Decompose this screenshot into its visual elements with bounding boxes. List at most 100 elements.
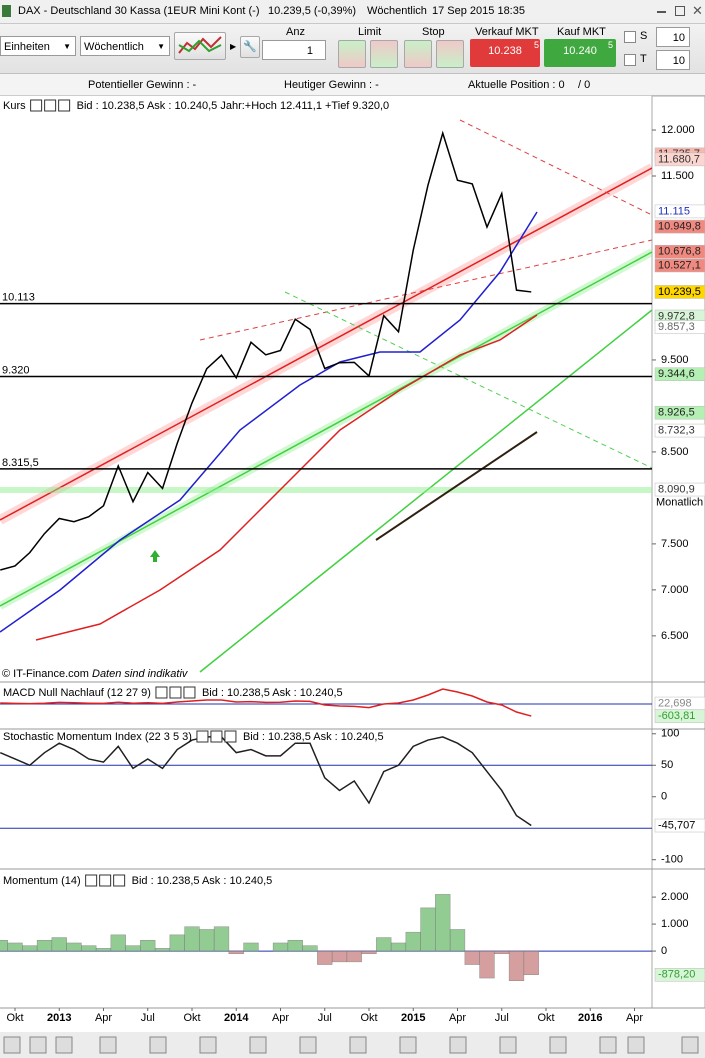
tool-button[interactable] — [549, 1036, 567, 1054]
panel-icon[interactable] — [30, 99, 43, 112]
tool-button[interactable] — [149, 1036, 167, 1054]
momentum-bar — [331, 950, 348, 963]
x-tick-label: Apr — [626, 1012, 643, 1024]
y-tick-label: 6.500 — [661, 630, 689, 642]
x-tick-label: Okt — [537, 1012, 554, 1024]
y-tick-label: 50 — [661, 759, 673, 771]
signal-arrow — [150, 550, 160, 562]
tool-button[interactable] — [399, 1036, 417, 1054]
value-marker-label: 10.949,8 — [658, 221, 701, 233]
marker-note: Monatlich — [656, 496, 703, 508]
level-label: 8.315,5 — [2, 457, 39, 469]
expand-arrow[interactable]: ▶ — [230, 42, 237, 51]
panel-icon[interactable] — [224, 730, 237, 743]
y-tick-label: 12.000 — [661, 124, 695, 136]
panel-icon[interactable] — [99, 874, 112, 887]
limit-buy-button[interactable] — [338, 40, 366, 68]
value-marker — [654, 405, 705, 420]
x-tick-label: Okt — [360, 1012, 377, 1024]
settings-button[interactable]: 🔧 — [240, 36, 260, 58]
momentum-bar — [405, 931, 421, 952]
panel-icon[interactable] — [44, 99, 57, 112]
period-select[interactable]: Wöchentlich ▼ — [80, 36, 170, 56]
sell-label: Verkauf MKT — [475, 26, 539, 38]
x-tick-label: Jul — [318, 1012, 332, 1024]
s-value: 10 — [672, 32, 685, 44]
value-marker-label: 11.680,7 — [658, 153, 700, 165]
units-select[interactable]: Einheiten ▼ — [0, 36, 76, 56]
close-button[interactable]: ✕ — [692, 3, 703, 18]
sell-button[interactable]: 10.238 — [470, 39, 540, 67]
tool-button[interactable] — [199, 1036, 217, 1054]
s-checkbox[interactable] — [624, 31, 636, 43]
stop-buy-button[interactable] — [404, 40, 432, 68]
maximize-button[interactable] — [675, 6, 685, 16]
position-end: / 0 — [578, 79, 591, 91]
tool-button[interactable] — [681, 1036, 699, 1054]
buy-button[interactable]: 10.240 — [544, 39, 616, 67]
app-icon — [2, 5, 11, 17]
stop-sell-button[interactable] — [436, 40, 464, 68]
value-marker-label: 10.676,8 — [658, 246, 701, 258]
source-note: © IT-Finance.com — [2, 668, 89, 680]
y-tick-label: 7.500 — [661, 538, 689, 550]
momentum-bar — [95, 948, 112, 952]
y-tick-label: 8.500 — [661, 446, 689, 458]
s-input[interactable]: 10 — [656, 27, 690, 47]
tool-button[interactable] — [99, 1036, 117, 1054]
tool-button[interactable] — [249, 1036, 267, 1054]
trend-line — [375, 431, 538, 541]
panel-icon[interactable] — [113, 874, 126, 887]
panel-icon[interactable] — [58, 99, 71, 112]
tool-button[interactable] — [349, 1036, 367, 1054]
value-marker-label: 10.527,1 — [658, 259, 701, 271]
panel-icon[interactable] — [85, 874, 98, 887]
panel-icon[interactable] — [183, 686, 196, 699]
value-marker — [654, 204, 705, 219]
limit-sell-button[interactable] — [370, 40, 398, 68]
panel-plot — [0, 688, 652, 717]
x-tick-label: 2014 — [224, 1012, 249, 1024]
tool-button[interactable] — [627, 1036, 645, 1054]
value-marker — [654, 152, 705, 167]
tool-button[interactable] — [3, 1036, 21, 1054]
qty-input[interactable]: 1 — [262, 40, 326, 60]
panel-icon[interactable] — [169, 686, 182, 699]
value-marker-label: -878,20 — [658, 969, 695, 981]
trend-line — [0, 167, 652, 521]
value-marker — [654, 709, 705, 723]
panel-icon[interactable] — [196, 730, 209, 743]
minimize-button[interactable] — [657, 11, 666, 13]
potential-gain: Potentieller Gewinn : - — [88, 79, 197, 91]
last-price: 10.239,5 (-0,39%) — [268, 5, 357, 17]
tool-button[interactable] — [499, 1036, 517, 1054]
price-line — [0, 130, 532, 571]
momentum-bar — [0, 940, 8, 952]
chart-type-button[interactable] — [174, 32, 226, 60]
momentum-bar — [464, 950, 480, 965]
value-marker-label: -603,81 — [658, 710, 695, 722]
y-tick-label: 0 — [661, 791, 667, 803]
panel-title: Kurs — [3, 100, 26, 112]
value-marker-label: 11.115 — [658, 205, 690, 217]
y-tick-label: 2.000 — [661, 891, 689, 903]
buy-label: Kauf MKT — [557, 26, 606, 38]
panel-icon[interactable] — [210, 730, 223, 743]
t-checkbox[interactable] — [624, 54, 636, 66]
momentum-bar — [228, 950, 244, 955]
tool-button[interactable] — [55, 1036, 73, 1054]
period: Wöchentlich — [367, 5, 427, 17]
tool-button[interactable] — [449, 1036, 467, 1054]
t-input[interactable]: 10 — [656, 50, 690, 70]
value-marker — [654, 423, 705, 438]
tool-button[interactable] — [299, 1036, 317, 1054]
tool-button[interactable] — [29, 1036, 47, 1054]
value-marker — [654, 244, 705, 259]
panel-icon[interactable] — [155, 686, 168, 699]
trend-line — [0, 251, 652, 607]
value-marker — [654, 818, 705, 833]
tool-button[interactable] — [599, 1036, 617, 1054]
x-tick-label: Jul — [141, 1012, 155, 1024]
price-line — [0, 688, 532, 717]
x-tick-label: Okt — [6, 1012, 23, 1024]
